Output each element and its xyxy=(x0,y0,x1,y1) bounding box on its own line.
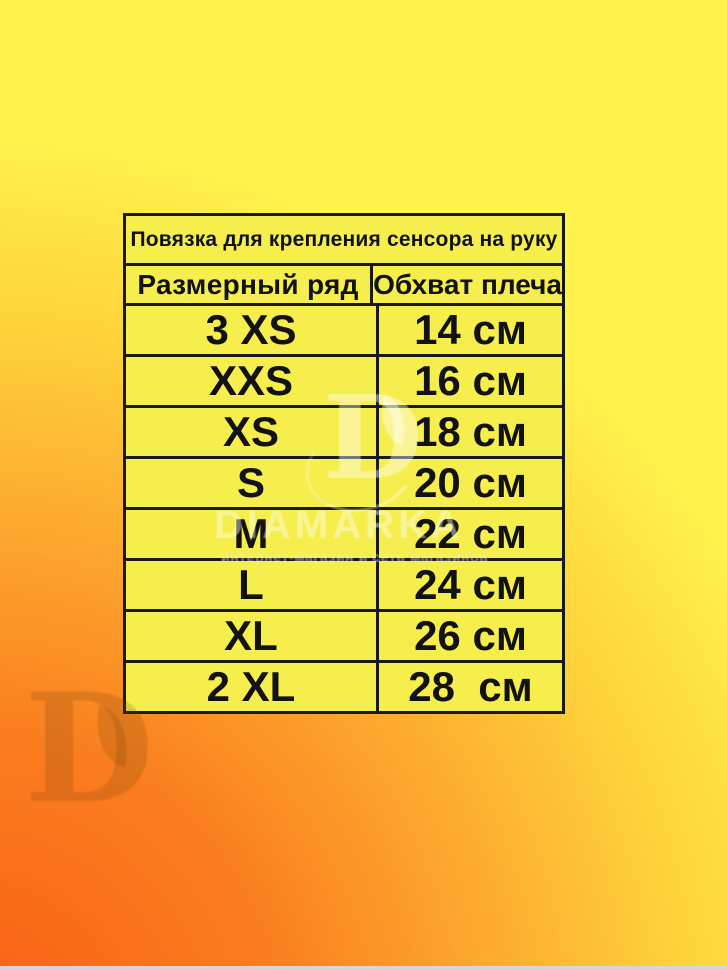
table-title: Повязка для крепления сенсора на руку xyxy=(130,227,558,251)
table-row: XS 18 см xyxy=(126,405,562,456)
table-row: XL 26 см xyxy=(126,609,562,660)
girth-cell: 16 см xyxy=(376,357,562,405)
size-cell: L xyxy=(238,561,264,608)
leaf-icon xyxy=(87,704,137,768)
table-header-row: Размерный ряд Обхват плеча xyxy=(126,263,562,303)
girth-cell: 24 см xyxy=(376,561,562,609)
girth-cell: 20 см xyxy=(376,459,562,507)
table-row: XXS 16 см xyxy=(126,354,562,405)
size-cell: S xyxy=(236,459,265,506)
girth-cell: 18 см xyxy=(376,408,562,456)
size-cell: M xyxy=(233,510,269,557)
table-row: S 20 см xyxy=(126,456,562,507)
size-chart-table: Повязка для крепления сенсора на руку Ра… xyxy=(123,213,565,714)
girth-cell: 22 см xyxy=(376,510,562,558)
table-title-row: Повязка для крепления сенсора на руку xyxy=(126,216,562,263)
table-row: 3 XS 14 см xyxy=(126,303,562,354)
size-cell: XXS xyxy=(208,357,294,404)
column-header-girth: Обхват плеча xyxy=(370,266,562,303)
size-cell: XS xyxy=(222,408,280,455)
girth-cell: 26 см xyxy=(376,612,562,660)
size-cell: XL xyxy=(224,612,278,659)
girth-cell: 14 см xyxy=(376,306,562,354)
column-header-size: Размерный ряд xyxy=(137,268,359,300)
bottom-edge-strip xyxy=(0,966,727,970)
girth-cell: 28 см xyxy=(376,663,562,711)
size-cell: 2 XL xyxy=(206,663,296,710)
table-row: 2 XL 28 см xyxy=(126,660,562,711)
table-row: L 24 см xyxy=(126,558,562,609)
table-row: M 22 см xyxy=(126,507,562,558)
size-cell: 3 XS xyxy=(205,306,297,353)
